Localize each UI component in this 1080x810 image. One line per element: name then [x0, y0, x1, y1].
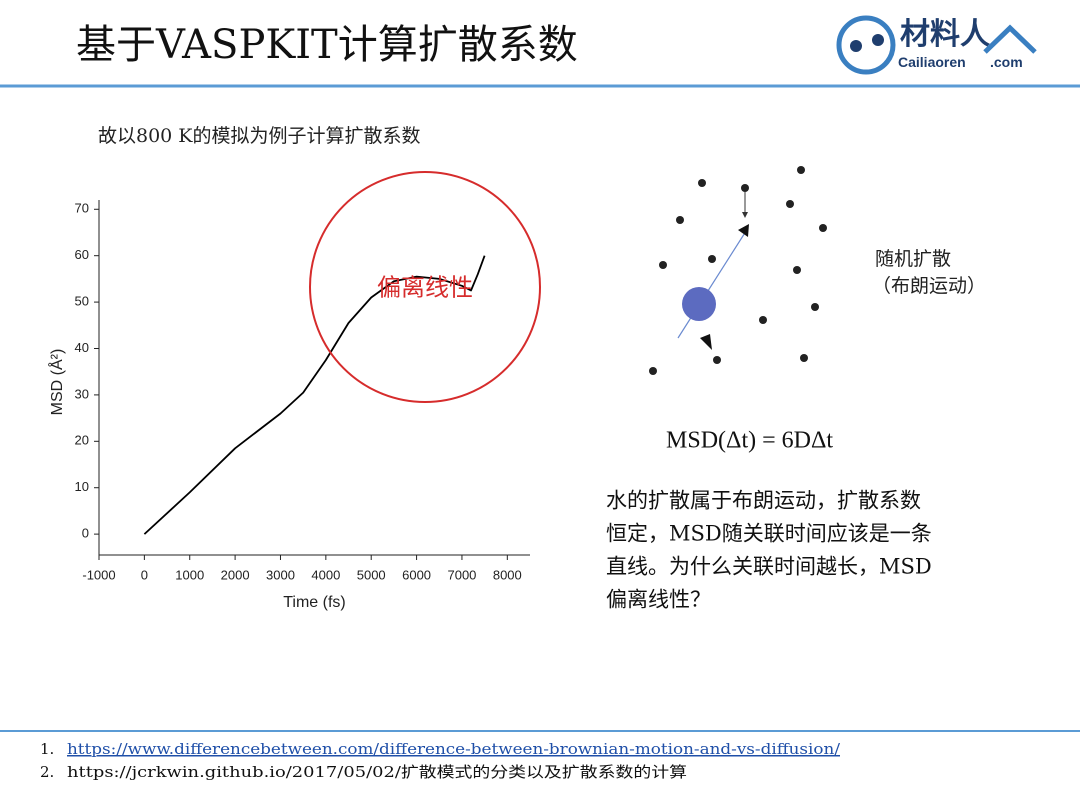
- particle: [649, 367, 657, 375]
- particle: [800, 354, 808, 362]
- y-tick-label: 10: [75, 479, 89, 494]
- particle: [698, 179, 706, 187]
- x-tick-label: 5000: [357, 567, 386, 582]
- y-tick-label: 40: [75, 340, 89, 355]
- reference-text: https://jcrkwin.github.io/2017/05/02/扩散模…: [67, 763, 687, 781]
- logo-name: 材料人: [900, 18, 990, 51]
- brownian-diagram: 随机扩散 （布朗运动）: [649, 166, 986, 375]
- logo: 材料人 Cailiaoren .com: [836, 15, 1037, 75]
- x-tick-label: 3000: [266, 567, 295, 582]
- particle: [797, 166, 805, 174]
- particle: [676, 216, 684, 224]
- annotation: 偏离线性: [377, 274, 473, 301]
- msd-line: [143, 255, 486, 535]
- particle: [741, 184, 749, 192]
- logo-roof: [983, 24, 1037, 54]
- particle: [811, 303, 819, 311]
- paragraph-line: 偏离线性？: [606, 588, 711, 612]
- particle: [819, 224, 827, 232]
- arrow-head: [700, 334, 712, 350]
- references: 1. https://www.differencebetween.com/diff…: [40, 740, 841, 781]
- x-axis-label: Time (fs): [283, 594, 346, 611]
- particle: [759, 316, 767, 324]
- x-tick-label: 6000: [402, 567, 431, 582]
- particle: [793, 266, 801, 274]
- brownian-particle: [682, 287, 716, 321]
- x-tick-label: 4000: [311, 567, 340, 582]
- formula: MSD(Δt) = 6DΔt: [666, 428, 833, 454]
- reference-text[interactable]: https://www.differencebetween.com/differ…: [67, 740, 841, 758]
- x-tick-label: 2000: [221, 567, 250, 582]
- y-tick-label: 30: [75, 386, 89, 401]
- highlight-circle: [309, 171, 541, 403]
- chart: 0 10 20 30 40 50 60 70 -1000 0 1000 2000 3000 4000 500…: [47, 200, 530, 611]
- x-tick-label: 7000: [447, 567, 476, 582]
- subtitle: 故以800 K的模拟为例子计算扩散系数: [98, 125, 421, 147]
- particle: [659, 261, 667, 269]
- y-tick-label: 0: [82, 526, 89, 541]
- y-axis-label: MSD (Å²): [47, 349, 66, 416]
- particles: [649, 166, 827, 375]
- particle: [713, 356, 721, 364]
- paragraph-line: 水的扩散属于布朗运动，扩散系数: [606, 489, 921, 513]
- x-tick-label: 8000: [493, 567, 522, 582]
- trajectory: [677, 227, 749, 339]
- reference-number: 2.: [40, 763, 54, 781]
- slide-title: 基于VASPKIT计算扩散系数: [76, 22, 578, 68]
- logo-domain: .com: [990, 54, 1023, 70]
- x-tick-label: 0: [141, 567, 148, 582]
- arrow-head: [738, 224, 749, 237]
- logo-ring: [836, 15, 896, 75]
- paragraph-line: 直线。为什么关联时间越长，MSD: [606, 555, 932, 579]
- x-tick-label: 1000: [175, 567, 204, 582]
- paragraph: 水的扩散属于布朗运动，扩散系数恒定，MSD随关联时间应该是一条直线。为什么关联时…: [606, 489, 932, 612]
- diagram-sublabel: （布朗运动）: [872, 275, 986, 297]
- arrow-head: [742, 212, 748, 218]
- reference-number: 1.: [40, 740, 54, 758]
- y-tick-label: 60: [75, 247, 89, 262]
- particle: [786, 200, 794, 208]
- y-tick-label: 50: [75, 294, 89, 309]
- particle: [708, 255, 716, 263]
- logo-dot: [850, 40, 862, 52]
- logo-dot: [872, 34, 884, 46]
- diagram-label: 随机扩散: [875, 248, 951, 270]
- logo-site: Cailiaoren: [898, 54, 966, 70]
- paragraph-line: 恒定，MSD随关联时间应该是一条: [606, 522, 932, 546]
- y-tick-label: 70: [75, 201, 89, 216]
- x-tick-label: -1000: [82, 567, 115, 582]
- y-tick-label: 20: [75, 433, 89, 448]
